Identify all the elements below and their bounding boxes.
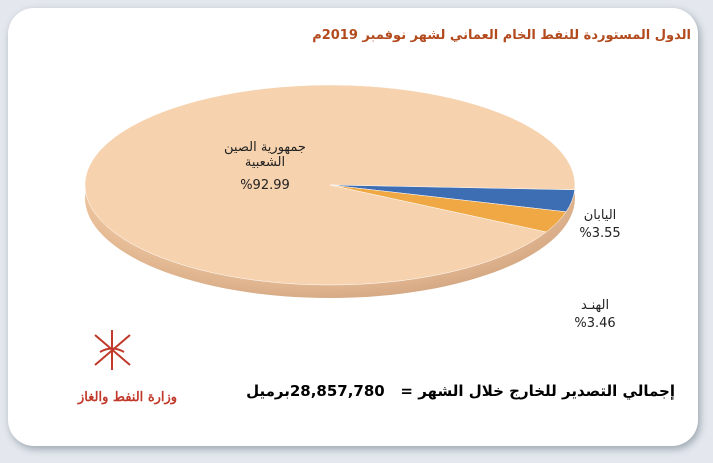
value-label: %92.99	[240, 178, 290, 193]
total-note: إجمالي التصدير للخارج خلال الشهر = 28,85…	[246, 382, 675, 400]
logo	[94, 330, 131, 370]
pie-slice	[329, 184, 567, 233]
pie	[84, 84, 576, 286]
slice-label: جمهورية الصين الشعبية	[224, 140, 306, 170]
total-caption: إجمالي التصدير للخارج خلال الشهر =	[400, 382, 675, 400]
slice-label: الهنـد	[580, 298, 610, 313]
chart-title: الدول المستوردة للنفط الخام العماني لشهر…	[312, 28, 691, 43]
slice-label: اليابان	[583, 208, 617, 223]
value-label: %3.55	[579, 226, 621, 241]
value-label: %3.46	[574, 316, 616, 331]
organization: وزارة النفط والغاز	[78, 390, 178, 405]
total-value: 28,857,780برميل	[246, 382, 385, 400]
